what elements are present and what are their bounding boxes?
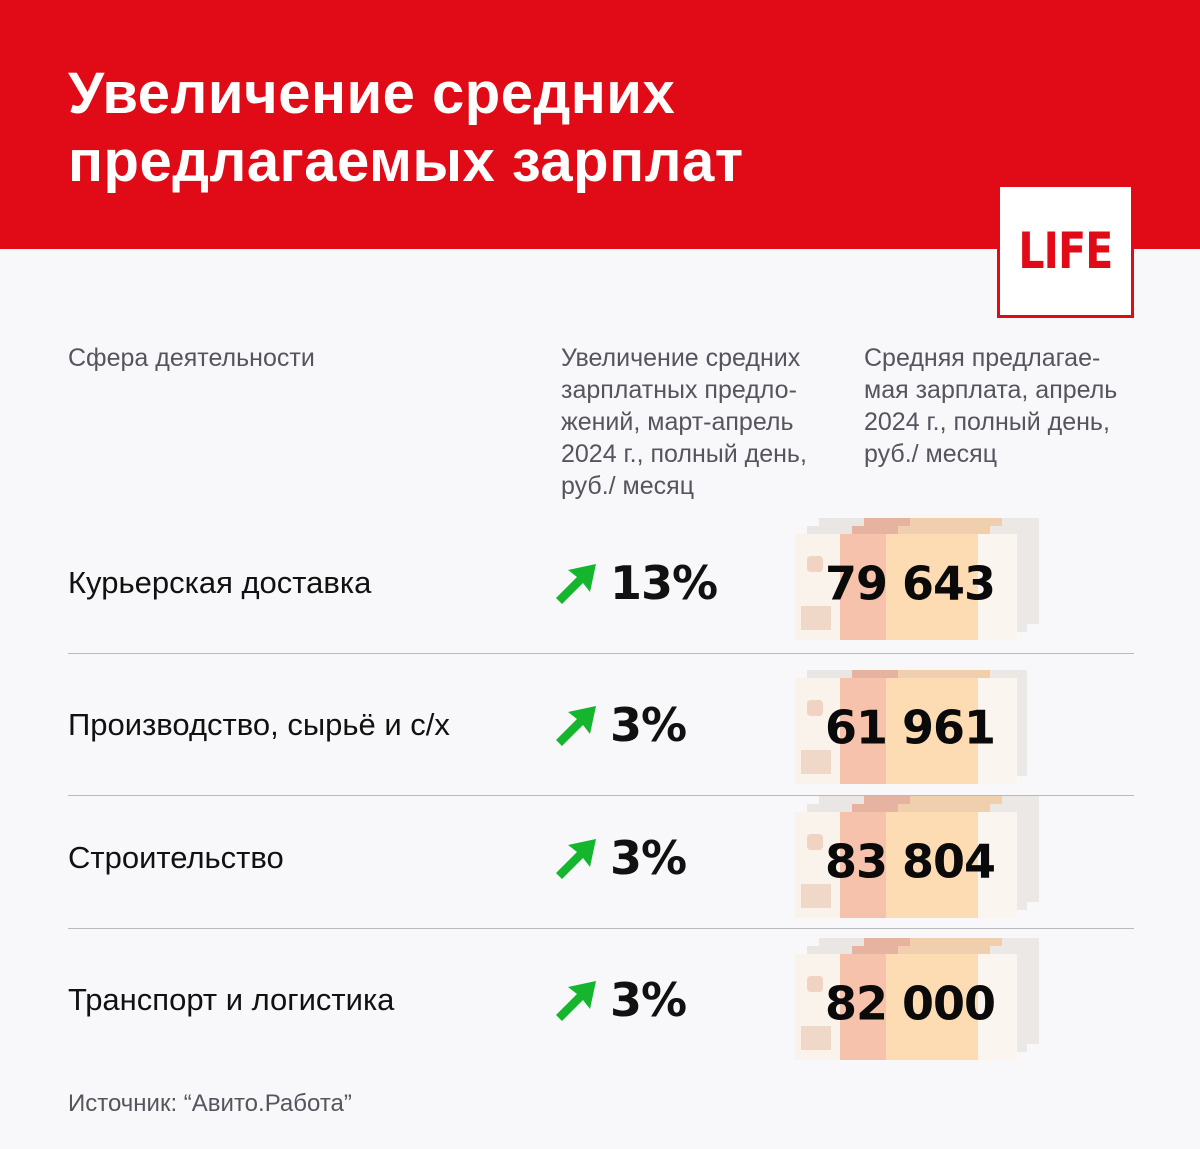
banknote-emblem — [807, 834, 823, 850]
banknote-emblem — [807, 556, 823, 572]
page-title: Увеличение средних предлагаемых зарплат — [68, 60, 744, 196]
salary-value: 82 000 — [824, 976, 996, 1031]
column-header-line: Средняя предлагае- — [864, 344, 1101, 372]
banknote-emblem — [801, 606, 831, 630]
column-header-line: мая зарплата, апрель — [864, 376, 1118, 404]
column-header-line: Сфера деятельности — [68, 344, 315, 372]
column-header-line: Увеличение средних — [561, 344, 801, 372]
banknote-layer — [795, 534, 1017, 640]
table-row: Строительство 3% — [68, 787, 1134, 929]
arrow-up-right-icon — [556, 981, 596, 1021]
arrow-up-right-icon — [556, 839, 596, 879]
banknote-layer — [795, 678, 1017, 784]
column-header-line: жений, март-апрель — [561, 408, 794, 436]
table-row: Курьерская доставка 13% — [68, 512, 1134, 654]
banknote-emblem — [807, 976, 823, 992]
row-divider — [68, 795, 1134, 796]
growth-value: 13% — [610, 556, 718, 610]
column-header-line: руб./ месяц — [561, 472, 695, 500]
salary-value: 79 643 — [824, 556, 996, 611]
sector-label: Строительство — [68, 840, 284, 875]
table-row: Транспорт и логистика 3% — [68, 929, 1134, 1071]
banknote-emblem — [807, 700, 823, 716]
logo-text: LIFE — [1018, 222, 1113, 280]
growth-cell: 3% — [556, 831, 687, 885]
header-banner: Увеличение средних предлагаемых зарплат — [0, 0, 1200, 249]
banknote-layer — [795, 812, 1017, 918]
banknote-stack-icon: 61 961 — [795, 662, 1051, 784]
growth-cell: 3% — [556, 698, 687, 752]
source-note: Источник: “Авито.Работа” — [68, 1090, 352, 1117]
banknote-stack-icon: 82 000 — [795, 938, 1051, 1060]
growth-value: 3% — [610, 973, 687, 1027]
salary-value: 83 804 — [824, 834, 996, 889]
column-header-line: руб./ месяц — [864, 440, 998, 468]
row-divider — [68, 653, 1134, 654]
sector-label: Курьерская доставка — [68, 565, 372, 600]
growth-value: 3% — [610, 698, 687, 752]
column-header-growth: Увеличение средних зарплатных предло- же… — [561, 342, 807, 502]
title-line-2: предлагаемых зарплат — [68, 129, 744, 194]
sector-label: Транспорт и логистика — [68, 982, 395, 1017]
column-header-salary: Средняя предлагае- мая зарплата, апрель … — [864, 342, 1117, 470]
life-logo: LIFE — [997, 184, 1134, 318]
column-header-line: зарплатных предло- — [561, 376, 797, 404]
growth-cell: 3% — [556, 973, 687, 1027]
banknote-emblem — [801, 1026, 831, 1050]
sector-label: Производство, сырьё и с/х — [68, 707, 450, 742]
banknote-stack-icon: 83 804 — [795, 796, 1051, 918]
salary-value: 61 961 — [824, 700, 996, 755]
banknote-layer — [795, 954, 1017, 1060]
arrow-up-right-icon — [556, 564, 596, 604]
banknote-emblem — [801, 750, 831, 774]
row-divider — [68, 928, 1134, 929]
arrow-up-right-icon — [556, 706, 596, 746]
column-header-line: 2024 г., полный день, — [561, 440, 807, 468]
column-header-sector: Сфера деятельности — [68, 342, 315, 374]
banknote-emblem — [801, 884, 831, 908]
table-row: Производство, сырьё и с/х 3% — [68, 654, 1134, 796]
growth-cell: 13% — [556, 556, 718, 610]
banknote-stack-icon: 79 643 — [795, 518, 1051, 640]
column-header-line: 2024 г., полный день, — [864, 408, 1110, 436]
growth-value: 3% — [610, 831, 687, 885]
title-line-1: Увеличение средних — [68, 61, 676, 126]
